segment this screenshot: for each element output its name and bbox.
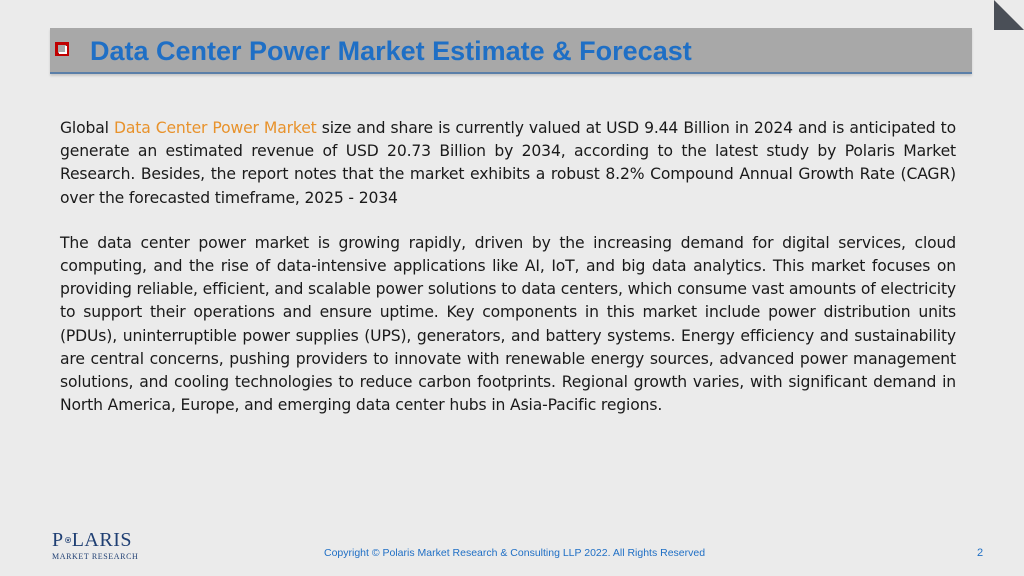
- logo-subtitle: MARKET RESEARCH: [52, 552, 139, 561]
- title-bar: Data Center Power Market Estimate & Fore…: [50, 28, 972, 74]
- description-paragraph: The data center power market is growing …: [60, 233, 956, 415]
- logo-word-left: P: [52, 529, 64, 551]
- page-corner-fold-icon: [994, 0, 1024, 30]
- logo-word-right: LARIS: [71, 529, 132, 551]
- intro-prefix: Global: [60, 119, 114, 137]
- market-link[interactable]: Data Center Power Market: [113, 119, 317, 137]
- page-title: Data Center Power Market Estimate & Fore…: [90, 36, 692, 66]
- body-text: Global Data Center Power Market size and…: [60, 117, 956, 417]
- checkbox-bullet-icon: [55, 42, 69, 56]
- star-icon: [64, 537, 71, 543]
- logo-wordmark: P LARIS: [52, 530, 132, 550]
- intro-paragraph: Global Data Center Power Market size and…: [60, 117, 956, 210]
- copyright-text: Copyright © Polaris Market Research & Co…: [324, 547, 706, 559]
- intro-suffix: size and share is currently valued at US…: [60, 119, 956, 207]
- page-number: 2: [977, 547, 984, 559]
- polaris-logo: P LARIS MARKET RESEARCH: [52, 530, 139, 564]
